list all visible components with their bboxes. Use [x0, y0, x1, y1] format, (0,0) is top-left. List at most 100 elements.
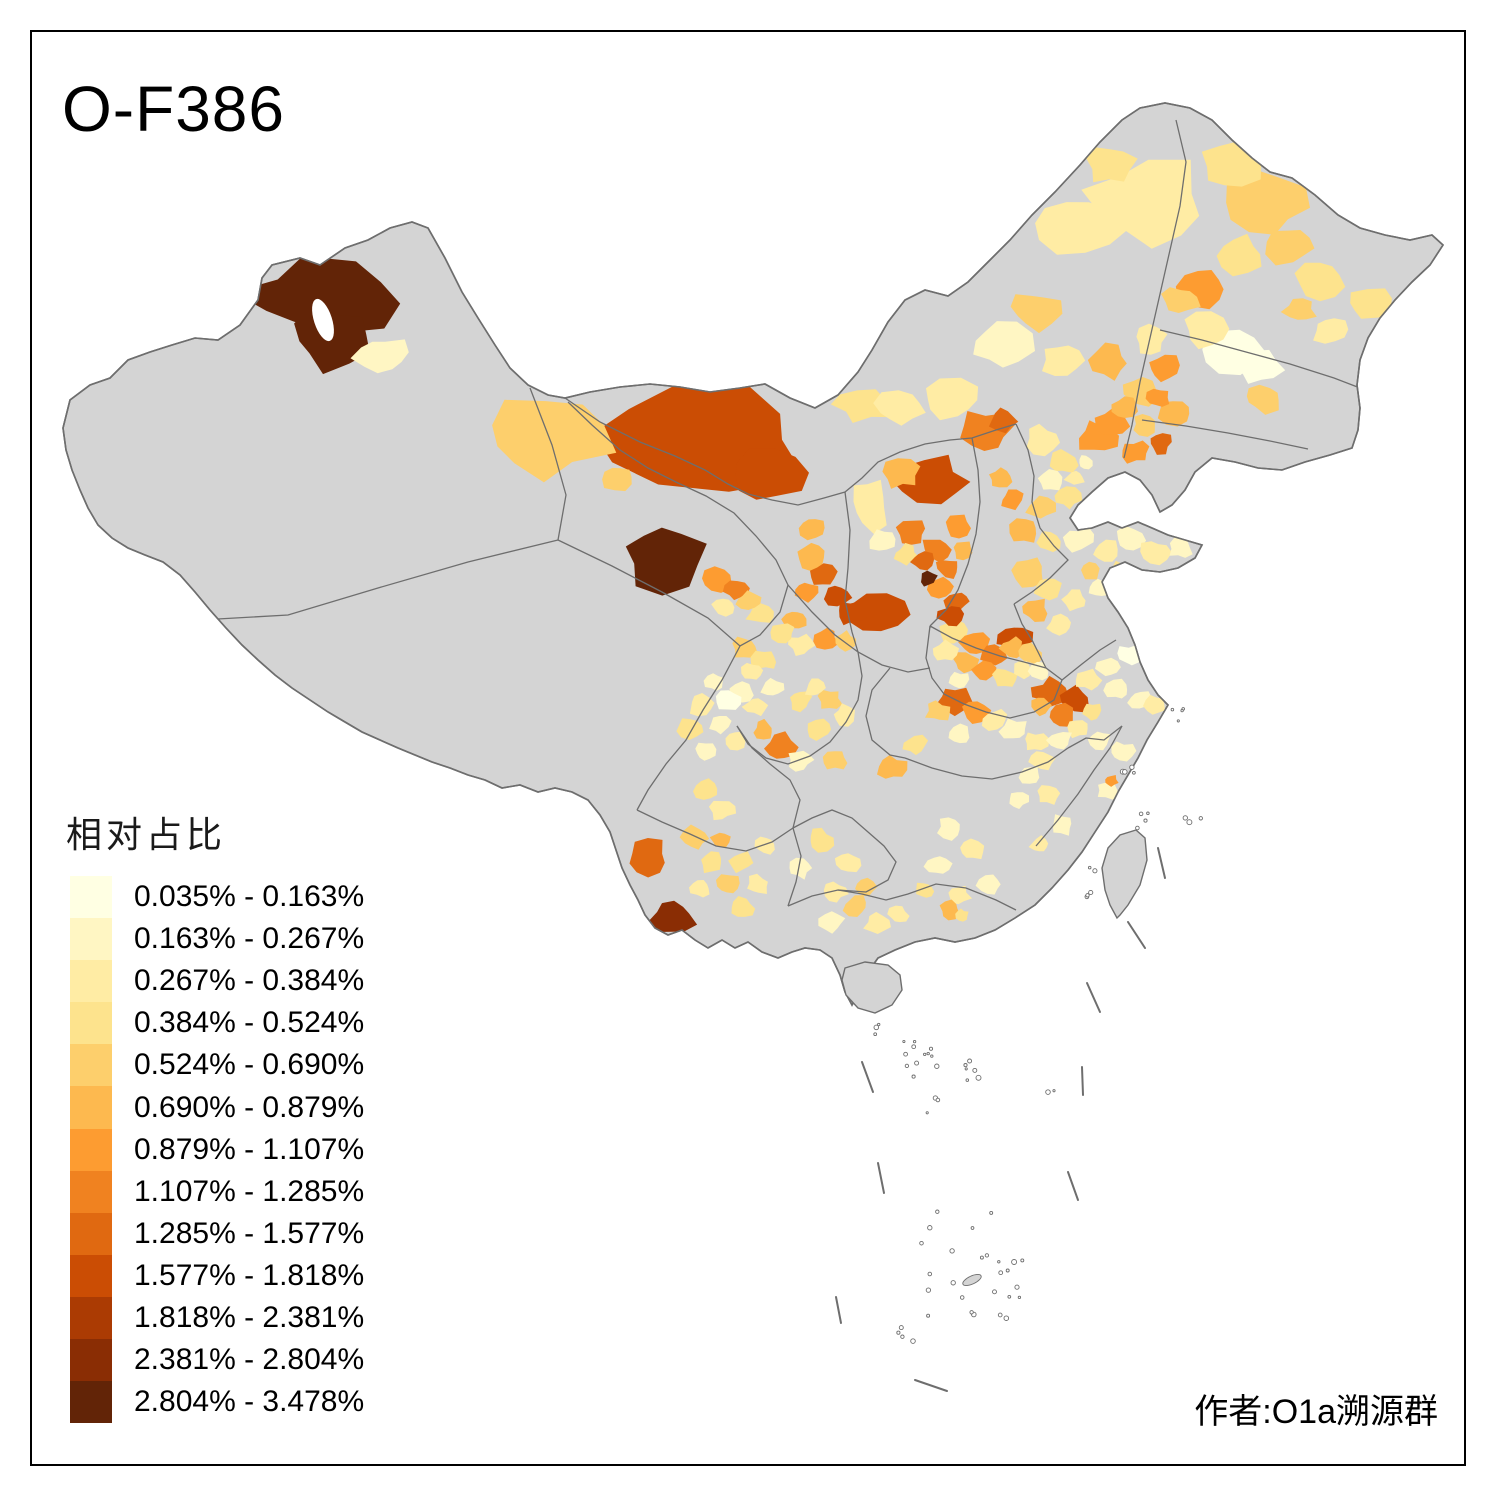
- island-dot: [928, 1046, 934, 1051]
- legend-label: 1.818% - 2.381%: [134, 1300, 365, 1334]
- page-title: O-F386: [62, 73, 285, 145]
- prefecture-cell: [970, 660, 997, 681]
- prefecture-cell: [1265, 230, 1315, 266]
- island-dot: [911, 1044, 917, 1050]
- legend-row: 0.524% - 0.690%: [70, 1044, 490, 1087]
- legend-swatch: [70, 960, 112, 1003]
- prefecture-cell: [1111, 741, 1137, 762]
- prefecture-cell: [810, 827, 835, 853]
- island-dot: [930, 1054, 934, 1058]
- legend-label: 0.524% - 0.690%: [134, 1048, 365, 1082]
- island-dot: [903, 1051, 908, 1057]
- province-border: [1013, 603, 1047, 669]
- prefecture-cell: [1149, 354, 1180, 383]
- prefecture-cell: [770, 623, 795, 644]
- prefecture-cell: [735, 448, 809, 500]
- island-dot: [949, 1248, 955, 1254]
- prefecture-cell: [945, 514, 971, 539]
- island-dot: [964, 1067, 968, 1071]
- prefecture-cell: [676, 718, 704, 741]
- island-dot: [969, 1310, 974, 1315]
- prefecture-cell: [1216, 233, 1262, 277]
- prefecture-cell: [953, 541, 973, 561]
- province-border: [1035, 725, 1123, 847]
- island-dot: [927, 1271, 933, 1277]
- province-border: [636, 809, 802, 907]
- province-border: [1159, 329, 1361, 389]
- prefecture-cell: [895, 520, 926, 545]
- prefecture-cell: [948, 671, 970, 689]
- prefecture-cell: [973, 321, 1035, 368]
- prefecture-cell: [1246, 384, 1279, 415]
- island-dot: [919, 1240, 924, 1246]
- prefecture-cell: [689, 880, 710, 898]
- island-dot: [1182, 815, 1188, 821]
- prefecture-cell: [709, 832, 731, 848]
- prefecture-cell: [711, 598, 735, 617]
- prefecture-cell: [1117, 645, 1142, 666]
- prefecture-cell: [1049, 702, 1074, 727]
- prefecture-cell: [745, 603, 774, 623]
- prefecture-cell: [1010, 294, 1063, 334]
- prefecture-cell: [921, 570, 938, 587]
- prefecture-cell: [602, 467, 632, 492]
- taiwan-island: [1101, 829, 1148, 920]
- prefecture-cell: [1280, 298, 1317, 320]
- island-dot: [896, 1330, 901, 1335]
- prefecture-cell: [753, 718, 772, 740]
- prefecture-cell: [960, 838, 985, 860]
- prefecture-cell: [708, 800, 737, 821]
- legend-rows: 0.035% - 0.163% 0.163% - 0.267% 0.267% - 0…: [70, 876, 490, 1424]
- prefecture-cell: [981, 708, 1008, 731]
- province-border: [636, 645, 741, 811]
- prefecture-cell: [233, 256, 401, 334]
- island-dot: [911, 1074, 916, 1079]
- legend-label: 0.163% - 0.267%: [134, 922, 365, 956]
- prefecture-cell: [1133, 414, 1155, 437]
- prefecture-cell: [1054, 486, 1083, 510]
- legend-label: 0.035% - 0.163%: [134, 880, 365, 914]
- prefecture-cell: [350, 339, 409, 374]
- prefecture-cell: [1025, 495, 1057, 519]
- prefecture-cell: [728, 851, 754, 874]
- island-dot: [925, 1111, 929, 1115]
- island-dot: [873, 1032, 878, 1037]
- island-dot: [873, 1024, 880, 1031]
- prefecture-cell: [939, 899, 961, 921]
- prefecture-cell: [741, 662, 764, 680]
- island-dot: [923, 1052, 927, 1057]
- legend-row: 2.804% - 3.478%: [70, 1381, 490, 1424]
- prefecture-cell: [936, 606, 965, 627]
- sea-dash: [861, 1061, 874, 1093]
- province-border: [904, 747, 1069, 780]
- province-border: [1067, 725, 1123, 749]
- prefecture-cell: [1226, 168, 1310, 235]
- prefecture-cell: [789, 857, 813, 880]
- island-dot: [1052, 1089, 1056, 1093]
- plot-frame: [30, 30, 1466, 1466]
- prefecture-cell: [887, 905, 910, 923]
- prefecture-cell: [975, 874, 1001, 895]
- prefecture-cell: [804, 678, 826, 696]
- prefecture-cell: [1157, 401, 1190, 427]
- prefecture-cell: [1011, 557, 1043, 588]
- legend-row: 0.035% - 0.163%: [70, 876, 490, 919]
- prefecture-cell: [1081, 159, 1200, 249]
- island-dot: [975, 1074, 982, 1081]
- prefecture-cell: [817, 689, 843, 709]
- prefecture-cell: [629, 838, 665, 878]
- island-dot: [965, 1078, 970, 1082]
- legend-swatch: [70, 1170, 112, 1213]
- island-dot: [1020, 1258, 1025, 1263]
- legend-row: 0.384% - 0.524%: [70, 1002, 490, 1045]
- legend-swatch: [70, 1381, 112, 1424]
- prefecture-cell: [1150, 433, 1172, 455]
- prefecture-cell: [1087, 342, 1127, 381]
- prefecture-cell: [741, 698, 769, 717]
- province-border: [1061, 639, 1117, 681]
- province-border: [736, 651, 863, 765]
- island-dot: [989, 1210, 994, 1215]
- prefecture-cell: [842, 895, 866, 917]
